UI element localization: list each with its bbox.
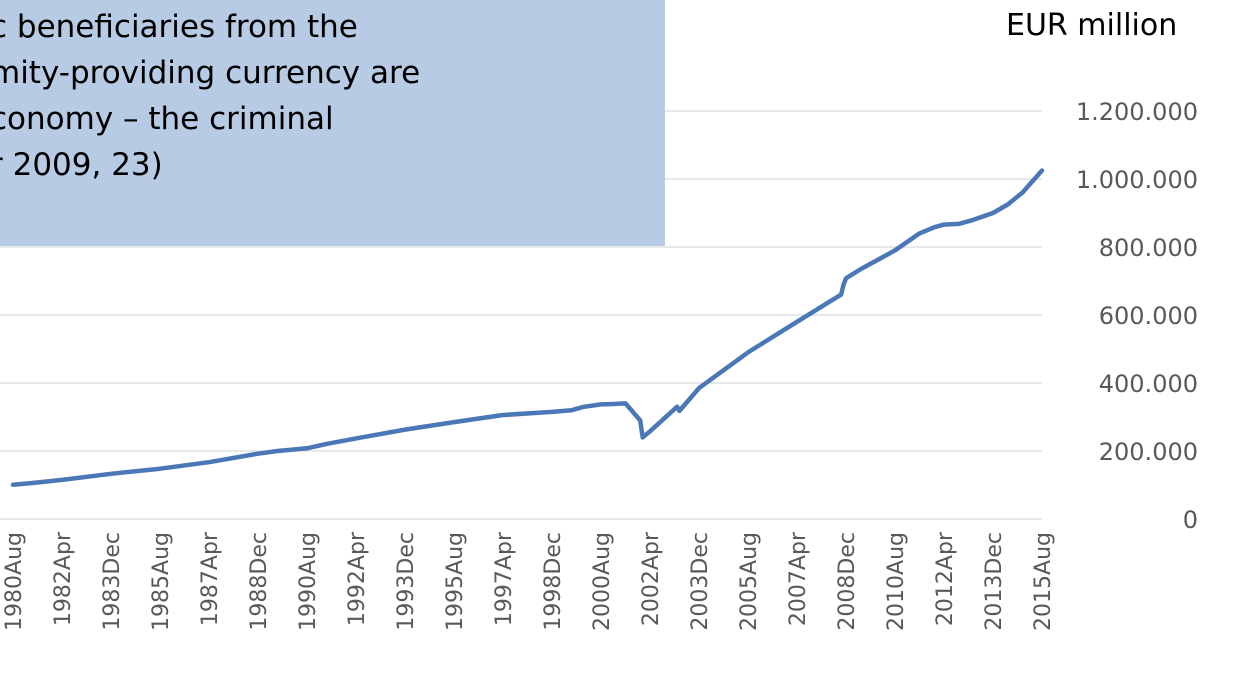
unit-label: EUR million xyxy=(1006,8,1178,43)
x-tick-label: 1987Apr xyxy=(198,531,223,626)
quote-line: conomy – the criminal xyxy=(0,101,334,137)
quote-line: mity-providing currency are xyxy=(0,55,421,91)
series-line xyxy=(10,168,1045,487)
x-tick-label: 1995Aug xyxy=(443,532,468,631)
x-tick-label: 2015Aug xyxy=(1031,532,1056,631)
y-tick-label: 800.000 xyxy=(1099,234,1198,262)
x-tick-label: 2003Dec xyxy=(688,532,713,631)
quote-box: c beneficiaries from the mity-providing … xyxy=(0,0,665,246)
x-tick-label: 1990Aug xyxy=(296,532,321,631)
x-tick-label: 1997Apr xyxy=(492,531,517,626)
y-tick-label: 0 xyxy=(1183,506,1198,534)
y-tick-label: 1.200.000 xyxy=(1076,98,1198,126)
quote-text: c beneficiaries from the mity-providing … xyxy=(0,0,665,246)
y-tick-label: 1.000.000 xyxy=(1076,166,1198,194)
x-axis-tick-labels: 1980Aug 1982Apr 1983Dec 1985Aug 1987Apr 1988D… xyxy=(2,531,1056,631)
quote-line: r 2009, 23) xyxy=(0,147,163,183)
x-tick-label: 1983Dec xyxy=(100,532,125,631)
x-tick-label: 2002Apr xyxy=(639,531,664,626)
x-tick-label: 2012Apr xyxy=(933,531,958,626)
x-tick-label: 2010Aug xyxy=(884,532,909,631)
x-tick-label: 1988Dec xyxy=(247,532,272,631)
x-tick-label: 2000Aug xyxy=(590,532,615,631)
y-tick-label: 600.000 xyxy=(1099,302,1198,330)
x-tick-label: 1985Aug xyxy=(149,532,174,631)
x-tick-label: 2013Dec xyxy=(982,532,1007,631)
y-tick-label: 200.000 xyxy=(1099,438,1198,466)
x-tick-label: 2005Aug xyxy=(737,532,762,631)
x-tick-label: 2007Apr xyxy=(786,531,811,626)
y-axis-tick-labels: 0 200.000 400.000 600.000 800.000 1.000.000 1.… xyxy=(1076,98,1198,534)
x-tick-label: 1992Apr xyxy=(345,531,370,626)
y-tick-label: 400.000 xyxy=(1099,370,1198,398)
x-tick-label: 1982Apr xyxy=(51,531,76,626)
x-tick-label: 1980Aug xyxy=(2,532,27,631)
quote-line: c beneficiaries from the xyxy=(0,9,358,45)
x-tick-label: 1993Dec xyxy=(394,532,419,631)
series-group xyxy=(10,168,1045,487)
x-tick-label: 1998Dec xyxy=(541,532,566,631)
x-tick-label: 2008Dec xyxy=(835,532,860,631)
